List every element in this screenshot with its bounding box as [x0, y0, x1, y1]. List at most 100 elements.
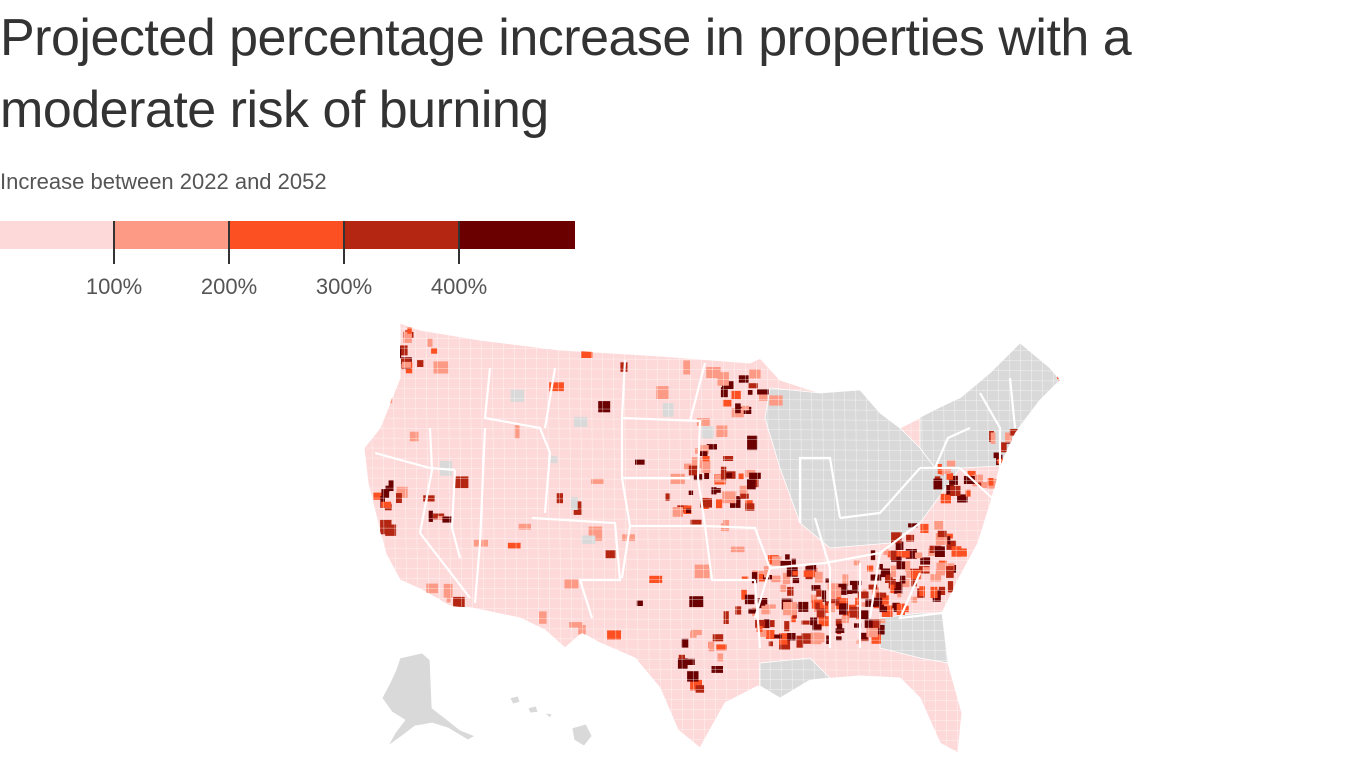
county-mark [442, 516, 452, 523]
county-mark [806, 564, 817, 573]
chart-subtitle: Increase between 2022 and 2052 [0, 169, 327, 194]
county-mark [695, 685, 705, 693]
county-mark [397, 345, 408, 356]
state-borders [374, 359, 1017, 649]
county-mark [1009, 429, 1021, 436]
legend-bin-0-100 [0, 221, 115, 249]
county-mark [871, 587, 880, 595]
county-mark [999, 442, 1007, 453]
county-mark [943, 533, 953, 539]
legend-bin-200-300 [230, 221, 345, 249]
county-mark [891, 556, 902, 562]
county-mark [706, 367, 721, 379]
county-mark [717, 372, 729, 386]
county-mark [790, 615, 796, 623]
county-mark [801, 620, 810, 625]
county-mark [821, 590, 827, 602]
county-mark [381, 489, 390, 498]
county-mark [761, 605, 771, 615]
county-mark [774, 634, 782, 639]
county-mark [841, 589, 853, 594]
county-mark [749, 472, 761, 479]
county-mark [838, 583, 848, 595]
county-mark [830, 598, 840, 606]
county-mark [893, 581, 903, 594]
county-mark [688, 465, 700, 476]
county-mark [981, 482, 988, 488]
county-mark [717, 653, 723, 662]
county-mark [919, 586, 925, 597]
county-mark [876, 592, 887, 598]
legend-bin-100-200 [115, 221, 230, 249]
state-border [374, 359, 1017, 649]
county-mark [738, 473, 744, 480]
county-mark [722, 491, 737, 504]
county-mark [877, 564, 883, 570]
county-mark [453, 596, 465, 607]
county-mark [385, 485, 390, 492]
county-mark [755, 619, 766, 628]
legend-tick-mark [113, 221, 115, 264]
county-mark [765, 629, 775, 639]
legend-tick-mark [343, 221, 345, 264]
county-mark [437, 515, 446, 520]
county-mark [689, 596, 704, 608]
county-mark [720, 466, 727, 481]
county-mark [747, 435, 758, 451]
county-mark [881, 605, 893, 617]
county-mark [581, 535, 596, 544]
county-mark [815, 571, 823, 583]
county-mark [428, 510, 433, 522]
county-mark [402, 361, 411, 368]
county-mark [396, 486, 408, 498]
county-mark [853, 560, 860, 566]
county-mark [720, 387, 728, 398]
county-mark [957, 494, 968, 503]
county-mark [381, 501, 392, 508]
county-mark [825, 578, 832, 583]
county-mark [946, 540, 957, 550]
county-mark [748, 608, 758, 614]
hawaii-island [543, 712, 553, 719]
county-mark [841, 615, 849, 624]
county-mark [914, 552, 923, 559]
county-mark [947, 581, 954, 593]
county-mark [757, 598, 768, 609]
county-mark [881, 568, 890, 575]
county-mark [816, 589, 822, 597]
county-mark [868, 584, 878, 590]
legend-bin-300-400 [345, 221, 460, 249]
county-mark [911, 596, 918, 603]
county-mark [780, 560, 791, 567]
county-mark [1017, 439, 1023, 449]
county-mark [665, 493, 671, 501]
legend-tick-label: 200% [200, 274, 258, 299]
county-mark [723, 519, 730, 532]
county-mark [836, 623, 843, 630]
county-mark [770, 620, 775, 628]
county-mark [449, 608, 454, 619]
color-legend: 100% 200% 300% 400% [0, 221, 575, 301]
alaska [381, 652, 476, 747]
county-mark [877, 624, 885, 635]
no-data-region-northeast [919, 342, 1060, 469]
county-mark [956, 548, 967, 557]
hawaii-island [527, 705, 539, 714]
county-mark [538, 611, 547, 624]
county-mark [433, 361, 449, 374]
county-mark [787, 586, 794, 596]
county-mark [677, 658, 688, 669]
county-mark [867, 565, 874, 572]
county-mark [898, 551, 910, 558]
county-mark [581, 348, 593, 358]
county-mark [891, 532, 902, 544]
county-mark [796, 635, 804, 648]
county-mark [772, 556, 782, 566]
county-mark [739, 485, 748, 498]
hawaii-island [509, 695, 521, 705]
county-mark [407, 327, 412, 334]
county-mark [816, 608, 826, 618]
county-mark [933, 478, 943, 490]
county-mark [905, 560, 911, 572]
county-mark [723, 456, 734, 461]
